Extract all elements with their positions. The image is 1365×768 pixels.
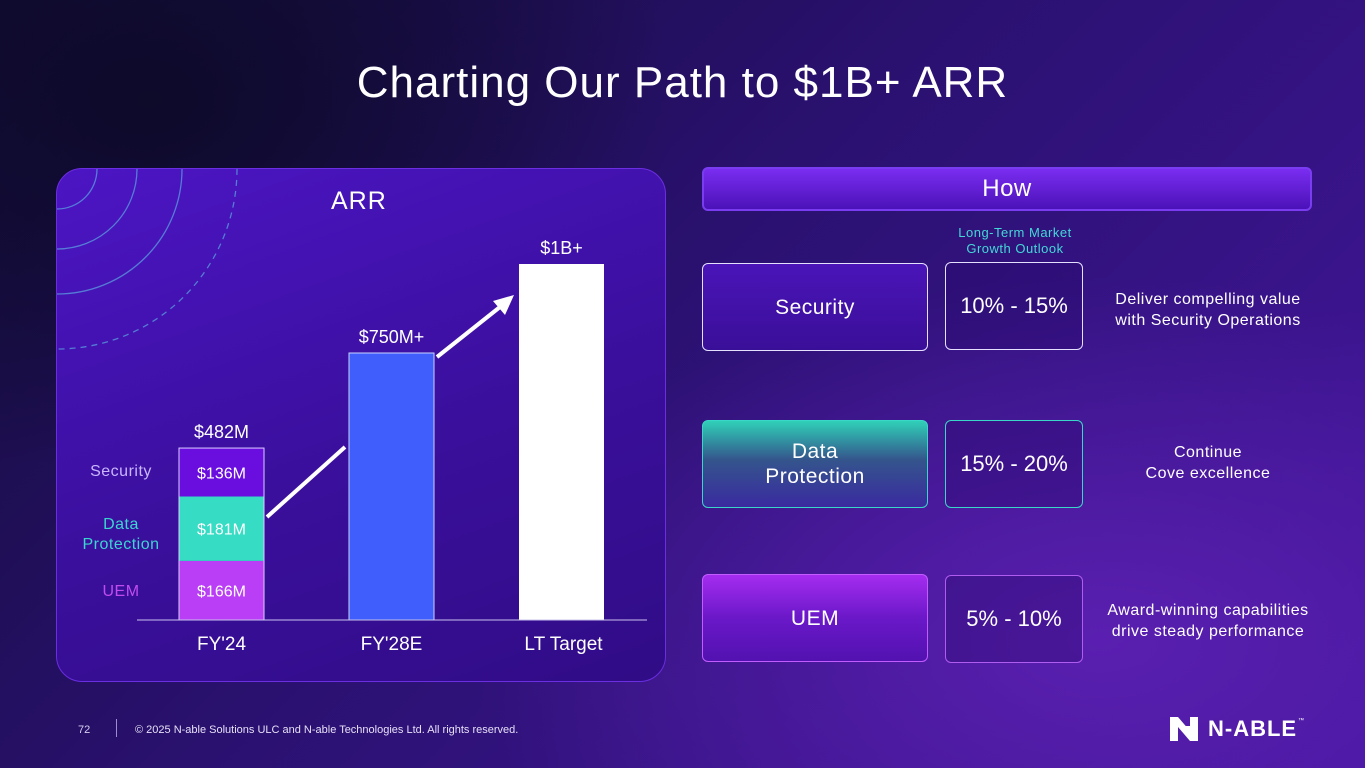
segment-legend-label: Data: [103, 516, 139, 533]
rate-uem: 5% - 10%: [945, 575, 1083, 663]
decorative-arcs: [57, 169, 238, 350]
category-label: UEM: [790, 606, 840, 630]
segment-legend-label: Protection: [82, 536, 159, 553]
arr-chart-panel: $166M $181M $136M $482M $750M+ $1B+ FY'24 FY'28…: [56, 168, 666, 682]
bar-fy28e: [348, 352, 435, 621]
growth-arrow-segment: [265, 445, 347, 519]
category-data-protection: Data Protection: [702, 420, 928, 508]
growth-arrowhead: [493, 295, 514, 315]
growth-outlook-label: Long-Term Market Growth Outlook: [958, 225, 1072, 256]
segment-label: $136M: [197, 465, 246, 482]
bar-segment-uem: [179, 560, 264, 620]
page-title: Charting Our Path to $1B+ ARR: [356, 58, 1009, 107]
bar-segment-data-protection: [179, 496, 264, 561]
segment-legend-label: Security: [90, 463, 152, 480]
rate-label: 5% - 10%: [966, 606, 1062, 631]
rate-label: 10% - 15%: [960, 293, 1068, 318]
x-tick-label: FY'28E: [361, 634, 423, 655]
desc-uem: Award-winning capabilities drive steady …: [1107, 602, 1309, 640]
segment-legend-label: UEM: [102, 583, 139, 600]
x-tick-label: FY'24: [197, 634, 246, 655]
growth-arrow-segment: [435, 301, 507, 359]
rate-data-protection: 15% - 20%: [945, 420, 1083, 508]
rate-security: 10% - 15%: [945, 262, 1083, 350]
footer-divider: [116, 719, 117, 737]
bar-segment-security: [179, 448, 264, 497]
segment-label: $181M: [197, 522, 246, 539]
desc-data-protection: Continue Cove excellence: [1145, 444, 1271, 482]
desc-security: Deliver compelling value with Security O…: [1115, 291, 1301, 329]
page-number: 72: [78, 724, 91, 736]
arr-chart: $166M $181M $136M $482M $750M+ $1B+ FY'24 FY'28…: [57, 169, 647, 655]
x-tick-label: LT Target: [524, 634, 603, 655]
copyright: © 2025 N-able Solutions ULC and N-able T…: [135, 724, 519, 736]
category-security: Security: [702, 263, 928, 351]
how-header: How: [702, 167, 1312, 211]
nable-logo: N-ABLE ™: [1168, 715, 1304, 743]
category-label: Security: [775, 295, 855, 319]
rate-label: 15% - 20%: [960, 451, 1068, 476]
bar-lt-target: [519, 264, 604, 620]
nable-logo-icon: [1170, 717, 1198, 741]
chart-title: ARR: [331, 187, 387, 215]
segment-label: $166M: [197, 583, 246, 600]
total-label: $482M: [194, 422, 249, 442]
category-label: Data Protection: [765, 440, 865, 488]
logo-text: N-ABLE: [1208, 716, 1298, 741]
total-label: $1B+: [540, 238, 583, 258]
total-label: $750M+: [359, 327, 425, 347]
logo-trademark: ™: [1298, 718, 1305, 724]
category-uem: UEM: [702, 574, 928, 662]
